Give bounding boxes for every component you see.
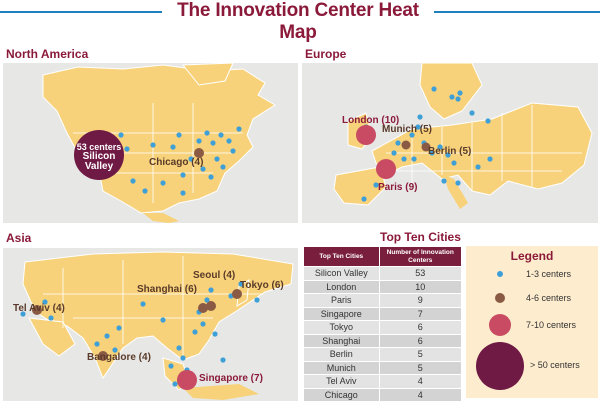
arabia-shape xyxy=(28,317,76,357)
europe-map: London (10) Munich (5) Berlin (5) Paris … xyxy=(302,63,598,223)
table-row: Tel Aviv 4 xyxy=(303,374,463,389)
count-cell: 53 xyxy=(378,266,463,281)
table-row: Munich 5 xyxy=(303,360,463,375)
column-header-city: Top Ten Cities xyxy=(303,246,380,267)
city-cell: Singapore xyxy=(303,306,380,321)
london-label: London (10) xyxy=(342,115,400,126)
legend-title: Legend xyxy=(510,249,554,263)
greenland-shape xyxy=(181,63,234,86)
legend-label-small: 1-3 centers xyxy=(526,269,572,279)
north-america-map: 53 centers Silicon Valley Chicago (4) xyxy=(3,63,298,223)
tokyo-label: Tokyo (6) xyxy=(240,280,284,291)
legend-label-large: 7-10 centers xyxy=(526,320,577,330)
asia-land xyxy=(22,251,294,400)
count-cell: 4 xyxy=(378,387,463,402)
paris-marker xyxy=(376,159,396,179)
berlin-label: Berlin (5) xyxy=(428,146,472,157)
north-america-markers xyxy=(74,126,242,196)
table-row: Tokyo 6 xyxy=(303,320,463,335)
silicon-valley-label: 53 centers Silicon Valley xyxy=(76,142,122,172)
silicon-valley-name-line-1: Silicon xyxy=(82,151,116,162)
munich-marker xyxy=(401,140,411,150)
seoul-marker xyxy=(206,301,216,311)
tel-aviv-label: Tel Aviv (4) xyxy=(13,303,65,314)
legend-item-large: 7-10 centers xyxy=(466,310,598,340)
count-cell: 10 xyxy=(378,279,463,294)
table-header-row: Top Ten Cities Number of Innovation Cent… xyxy=(303,246,463,267)
tel-aviv-marker xyxy=(32,305,42,315)
top-ten-table: Top Ten Cities Number of Innovation Cent… xyxy=(303,246,463,402)
city-cell: Berlin xyxy=(303,347,380,362)
continental-europe-shape xyxy=(371,102,593,196)
silicon-valley-marker xyxy=(74,130,124,180)
count-cell: 5 xyxy=(378,347,463,362)
table-row: Silicon Valley 53 xyxy=(303,266,463,281)
top-ten-title: Top Ten Cities xyxy=(380,230,461,244)
chicago-marker xyxy=(194,148,204,158)
city-cell: Silicon Valley xyxy=(303,266,380,281)
bangalore-label: Bangalore (4) xyxy=(87,352,151,363)
legend-item-medium: 4-6 centers xyxy=(466,288,598,318)
silicon-valley-count: 53 centers xyxy=(76,142,122,152)
europe-land xyxy=(333,63,593,209)
tokyo-marker xyxy=(232,289,242,299)
medium-dot-icon xyxy=(495,293,505,303)
chicago-label: Chicago (4) xyxy=(149,157,204,168)
asia-markers xyxy=(20,281,260,390)
singapore-label: Singapore (7) xyxy=(199,373,263,384)
legend: Legend 1-3 centers 4-6 centers 7-10 cent… xyxy=(466,246,598,398)
shanghai-label: Shanghai (6) xyxy=(137,284,198,295)
london-marker xyxy=(356,125,376,145)
count-cell: 6 xyxy=(378,320,463,335)
legend-item-small: 1-3 centers xyxy=(466,264,598,294)
singapore-marker xyxy=(177,370,197,390)
column-header-count: Number of Innovation Centers xyxy=(378,246,463,267)
table-row: Chicago 4 xyxy=(303,387,463,402)
italy-shape xyxy=(444,175,468,209)
asia-map: Tel Aviv (4) Seoul (4) Tokyo (6) Shangha… xyxy=(3,248,298,401)
table-row: Paris 9 xyxy=(303,293,463,308)
bangalore-marker xyxy=(98,351,108,361)
japan-shape xyxy=(236,279,250,307)
count-cell: 5 xyxy=(378,360,463,375)
city-cell: London xyxy=(303,279,380,294)
city-cell: Tokyo xyxy=(303,320,380,335)
munich-label: Munich (5) xyxy=(382,124,432,135)
paris-label: Paris (9) xyxy=(378,182,418,193)
europe-markers xyxy=(356,86,493,202)
count-cell: 7 xyxy=(378,306,463,321)
count-cell: 6 xyxy=(378,333,463,348)
title-rule-left xyxy=(0,11,162,13)
table-row: Shanghai 6 xyxy=(303,333,463,348)
legend-label-medium: 4-6 centers xyxy=(526,293,572,303)
count-cell: 4 xyxy=(378,374,463,389)
silicon-valley-name-line-2: Valley xyxy=(84,161,114,172)
seoul-label: Seoul (4) xyxy=(193,270,236,281)
city-cell: Munich xyxy=(303,360,380,375)
city-cell: Tel Aviv xyxy=(303,374,380,389)
city-cell: Shanghai xyxy=(303,333,380,348)
europe-title: Europe xyxy=(305,47,347,61)
legend-label-huge: > 50 centers xyxy=(530,360,580,370)
city-cell: Chicago xyxy=(303,387,380,402)
scandinavia-shape xyxy=(419,63,483,120)
small-dot-icon xyxy=(497,271,503,277)
city-cell: Paris xyxy=(303,293,380,308)
indonesia-shape xyxy=(183,384,259,400)
count-cell: 9 xyxy=(378,293,463,308)
table-row: Berlin 5 xyxy=(303,347,463,362)
berlin-marker xyxy=(421,142,431,152)
asia-title: Asia xyxy=(6,231,32,245)
huge-dot-icon xyxy=(476,342,524,390)
large-dot-icon xyxy=(489,314,511,336)
legend-item-huge: > 50 centers xyxy=(466,342,598,390)
north-america-title: North America xyxy=(6,47,89,61)
table-row: Singapore 7 xyxy=(303,306,463,321)
shanghai-marker xyxy=(198,303,208,313)
central-america-shape xyxy=(143,213,179,223)
page-title: The Innovation Center Heat Map xyxy=(177,0,419,43)
title-rule-right xyxy=(434,11,600,13)
table-row: London 10 xyxy=(303,279,463,294)
